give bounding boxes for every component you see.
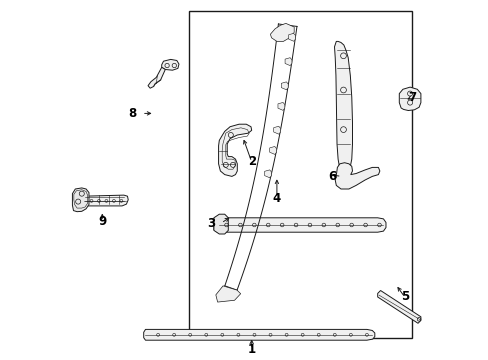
Polygon shape xyxy=(264,170,271,178)
Polygon shape xyxy=(213,214,228,234)
Text: 5: 5 xyxy=(400,291,408,303)
Polygon shape xyxy=(285,58,291,66)
Polygon shape xyxy=(215,286,240,302)
Bar xyxy=(188,11,411,338)
Text: 9: 9 xyxy=(98,215,106,228)
Polygon shape xyxy=(335,163,379,189)
Polygon shape xyxy=(399,87,420,111)
Polygon shape xyxy=(270,23,294,41)
Text: 1: 1 xyxy=(247,343,255,356)
Polygon shape xyxy=(162,59,179,70)
Text: 8: 8 xyxy=(128,107,136,120)
Polygon shape xyxy=(334,41,352,176)
Polygon shape xyxy=(273,126,280,134)
Polygon shape xyxy=(81,195,128,206)
Polygon shape xyxy=(269,147,276,154)
Polygon shape xyxy=(218,124,251,176)
Polygon shape xyxy=(288,33,295,41)
Text: 4: 4 xyxy=(272,192,281,204)
Polygon shape xyxy=(377,291,420,323)
Polygon shape xyxy=(72,188,89,212)
Polygon shape xyxy=(277,103,284,111)
Polygon shape xyxy=(281,82,287,90)
Text: 3: 3 xyxy=(207,217,215,230)
Polygon shape xyxy=(224,24,296,290)
Text: 7: 7 xyxy=(407,91,415,104)
Polygon shape xyxy=(148,67,165,88)
Text: 2: 2 xyxy=(247,156,255,168)
Text: 6: 6 xyxy=(327,170,336,183)
Polygon shape xyxy=(213,218,385,232)
Polygon shape xyxy=(143,329,374,340)
